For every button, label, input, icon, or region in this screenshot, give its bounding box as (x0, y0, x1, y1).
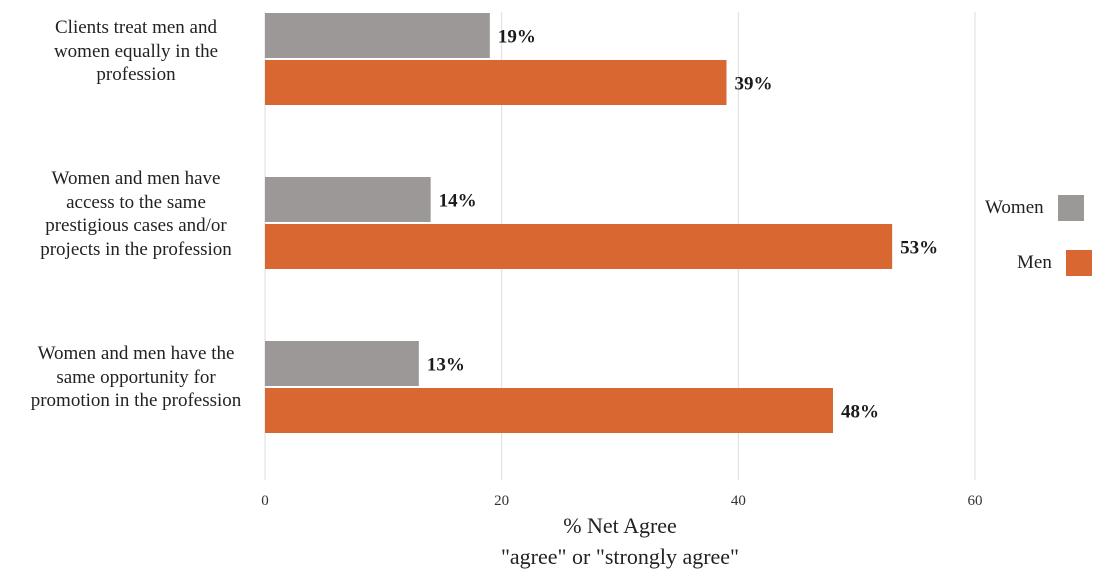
x-axis-ticks: 0 20 40 60 (261, 493, 982, 509)
bar-men (265, 388, 833, 433)
legend-item-women: Women (985, 195, 1084, 221)
legend-label-women: Women (985, 197, 1044, 218)
category-label: Women and men have access to the same pr… (5, 167, 267, 261)
category-label-line: profession (96, 64, 176, 85)
bar-men (265, 60, 727, 105)
x-tick-label: 40 (731, 493, 746, 509)
data-label: 48% (841, 402, 879, 423)
data-label: 13% (427, 355, 465, 376)
legend-label-men: Men (1017, 252, 1052, 273)
category-label-line: Clients treat men and (55, 17, 217, 38)
bar-women (265, 177, 431, 222)
bars (265, 13, 893, 433)
x-tick-label: 60 (968, 493, 983, 509)
category-label-line: prestigious cases and/or (45, 215, 227, 236)
x-tick-label: 20 (494, 493, 509, 509)
category-label-line: women equally in the (53, 40, 219, 62)
category-label-line: access to the same (66, 191, 206, 213)
bar-women (265, 341, 419, 386)
value-labels: 19% 39% 14% 53% 13% 48% (427, 27, 938, 423)
x-tick-label: 0 (261, 493, 269, 509)
category-label-line: same opportunity for (56, 366, 216, 388)
legend-swatch-men (1065, 250, 1092, 276)
x-axis-title-line1: % Net Agree (563, 513, 677, 538)
category-label-line: promotion in the profession (30, 390, 242, 411)
data-label: 14% (439, 191, 477, 212)
category-label-line: projects in the profession (40, 238, 232, 260)
category-label: Women and men have the same opportunity … (5, 342, 267, 413)
x-axis-title-line2: "agree" or "strongly agree" (500, 544, 740, 569)
category-label-line: Women and men have the (37, 343, 235, 364)
bar-women (265, 13, 490, 58)
data-label: 53% (900, 238, 938, 259)
data-label: 19% (498, 27, 536, 48)
legend-item-men: Men (1017, 250, 1092, 276)
category-label: Clients treat men and women equally in t… (5, 16, 267, 87)
category-label-line: Women and men have (51, 168, 221, 189)
legend-swatch-women (1057, 195, 1084, 221)
data-label: 39% (735, 74, 773, 95)
bar-men (265, 224, 893, 269)
